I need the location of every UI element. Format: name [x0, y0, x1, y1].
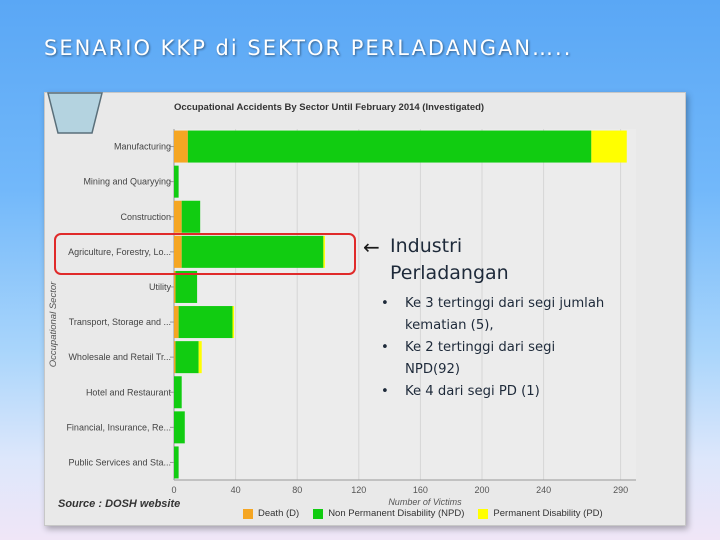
x-tick-label: 80 [292, 485, 302, 495]
bar-death [174, 270, 176, 303]
legend-item-npd: Non Permanent Disability (NPD) [313, 508, 464, 519]
x-tick-label: 290 [613, 485, 628, 495]
annotation-bullet-text: Ke 4 dari segi PD (1) [405, 384, 540, 399]
x-tick-label: 120 [351, 485, 366, 495]
bar-npd [187, 130, 592, 163]
bar-pd [232, 306, 235, 339]
legend-item-pd: Permanent Disability (PD) [478, 508, 603, 519]
y-tick-label: Wholesale and Retail Tr... [68, 352, 171, 362]
x-tick-label: 0 [171, 485, 176, 495]
y-tick-label: Financial, Insurance, Re... [66, 422, 171, 432]
bar-npd [181, 200, 201, 233]
slide-title: SENARIO KKP di SEKTOR PERLADANGAN….. [44, 36, 573, 60]
stacked-bar-chart: 0 40 80 120 160 200 240 290 Manufacturing Mining … [48, 129, 636, 507]
chart-panel: 0 40 80 120 160 200 240 290 Manufacturing Mining … [44, 92, 686, 526]
y-tick-label: Agriculture, Forestry, Lo... [68, 247, 171, 257]
annotation-bullet: • Ke 3 tertinggi dari segi jumlah kematia… [381, 293, 610, 336]
annotation-heading-line1: Industri [390, 235, 463, 257]
annotation-bullet-text: Ke 3 tertinggi dari segi jumlah kematian… [405, 296, 605, 333]
bar-pd [323, 235, 325, 268]
annotation-heading-line2: Perladangan [390, 262, 509, 284]
bullet-icon: • [381, 384, 389, 399]
legend-swatch-npd [313, 508, 324, 519]
bar-npd [174, 411, 185, 444]
bar-death [174, 130, 188, 163]
plot-area [174, 129, 636, 480]
x-tick-label: 240 [536, 485, 551, 495]
y-axis-label: Occupational Sector [48, 281, 59, 367]
bar-npd [175, 341, 199, 374]
bar-death [174, 306, 179, 339]
x-tick-label: 160 [413, 485, 428, 495]
bar-death [174, 235, 182, 268]
legend-swatch-death [243, 508, 253, 519]
source-note: Source : DOSH website [58, 498, 181, 510]
legend-label-npd: Non Permanent Disability (NPD) [328, 508, 465, 519]
bullet-icon: • [381, 340, 389, 355]
bar-death [174, 200, 182, 233]
annotation-heading: Industri Perladangan [390, 233, 509, 287]
legend-label-pd: Permanent Disability (PD) [493, 508, 603, 519]
bar-npd [174, 376, 182, 409]
legend-item-death: Death (D) [243, 508, 299, 519]
shield-icon [47, 92, 103, 134]
bar-npd [174, 446, 179, 479]
bar-npd [174, 165, 179, 198]
y-tick-label: Hotel and Restaurant [86, 387, 172, 397]
y-tick-label: Mining and Quaryying [83, 177, 171, 187]
annotation-bullets: • Ke 3 tertinggi dari segi jumlah kematia… [381, 293, 610, 404]
y-tick-label: Construction [120, 212, 171, 222]
bar-pd [591, 130, 627, 163]
bar-npd [178, 306, 233, 339]
highlight-box [54, 233, 356, 275]
bar-pd [198, 341, 202, 374]
bullet-icon: • [381, 296, 389, 311]
y-tick-label: Manufacturing [114, 142, 171, 152]
bar-npd [175, 270, 198, 303]
annotation-bullet: • Ke 4 dari segi PD (1) [381, 381, 610, 403]
y-tick-label: Public Services and Sta... [68, 457, 171, 467]
bar-npd [181, 235, 324, 268]
bar-death [174, 341, 176, 374]
chart-title: Occupational Accidents By Sector Until F… [174, 102, 485, 113]
y-tick-label: Transport, Storage and ... [69, 317, 171, 327]
x-tick-label: 200 [474, 485, 489, 495]
annotation-bullet: • Ke 2 tertinggi dari segi NPD(92) [381, 337, 610, 380]
x-axis-label: Number of Victims [388, 497, 462, 507]
annotation-bullet-text: Ke 2 tertinggi dari segi NPD(92) [405, 340, 556, 377]
left-arrow-icon: ← [363, 235, 380, 259]
legend-swatch-pd [478, 508, 489, 519]
chart-legend: Death (D) Non Permanent Disability (NPD)… [243, 508, 603, 519]
y-tick-label: Utility [149, 282, 171, 292]
x-tick-label: 40 [231, 485, 241, 495]
legend-label-death: Death (D) [258, 508, 300, 519]
